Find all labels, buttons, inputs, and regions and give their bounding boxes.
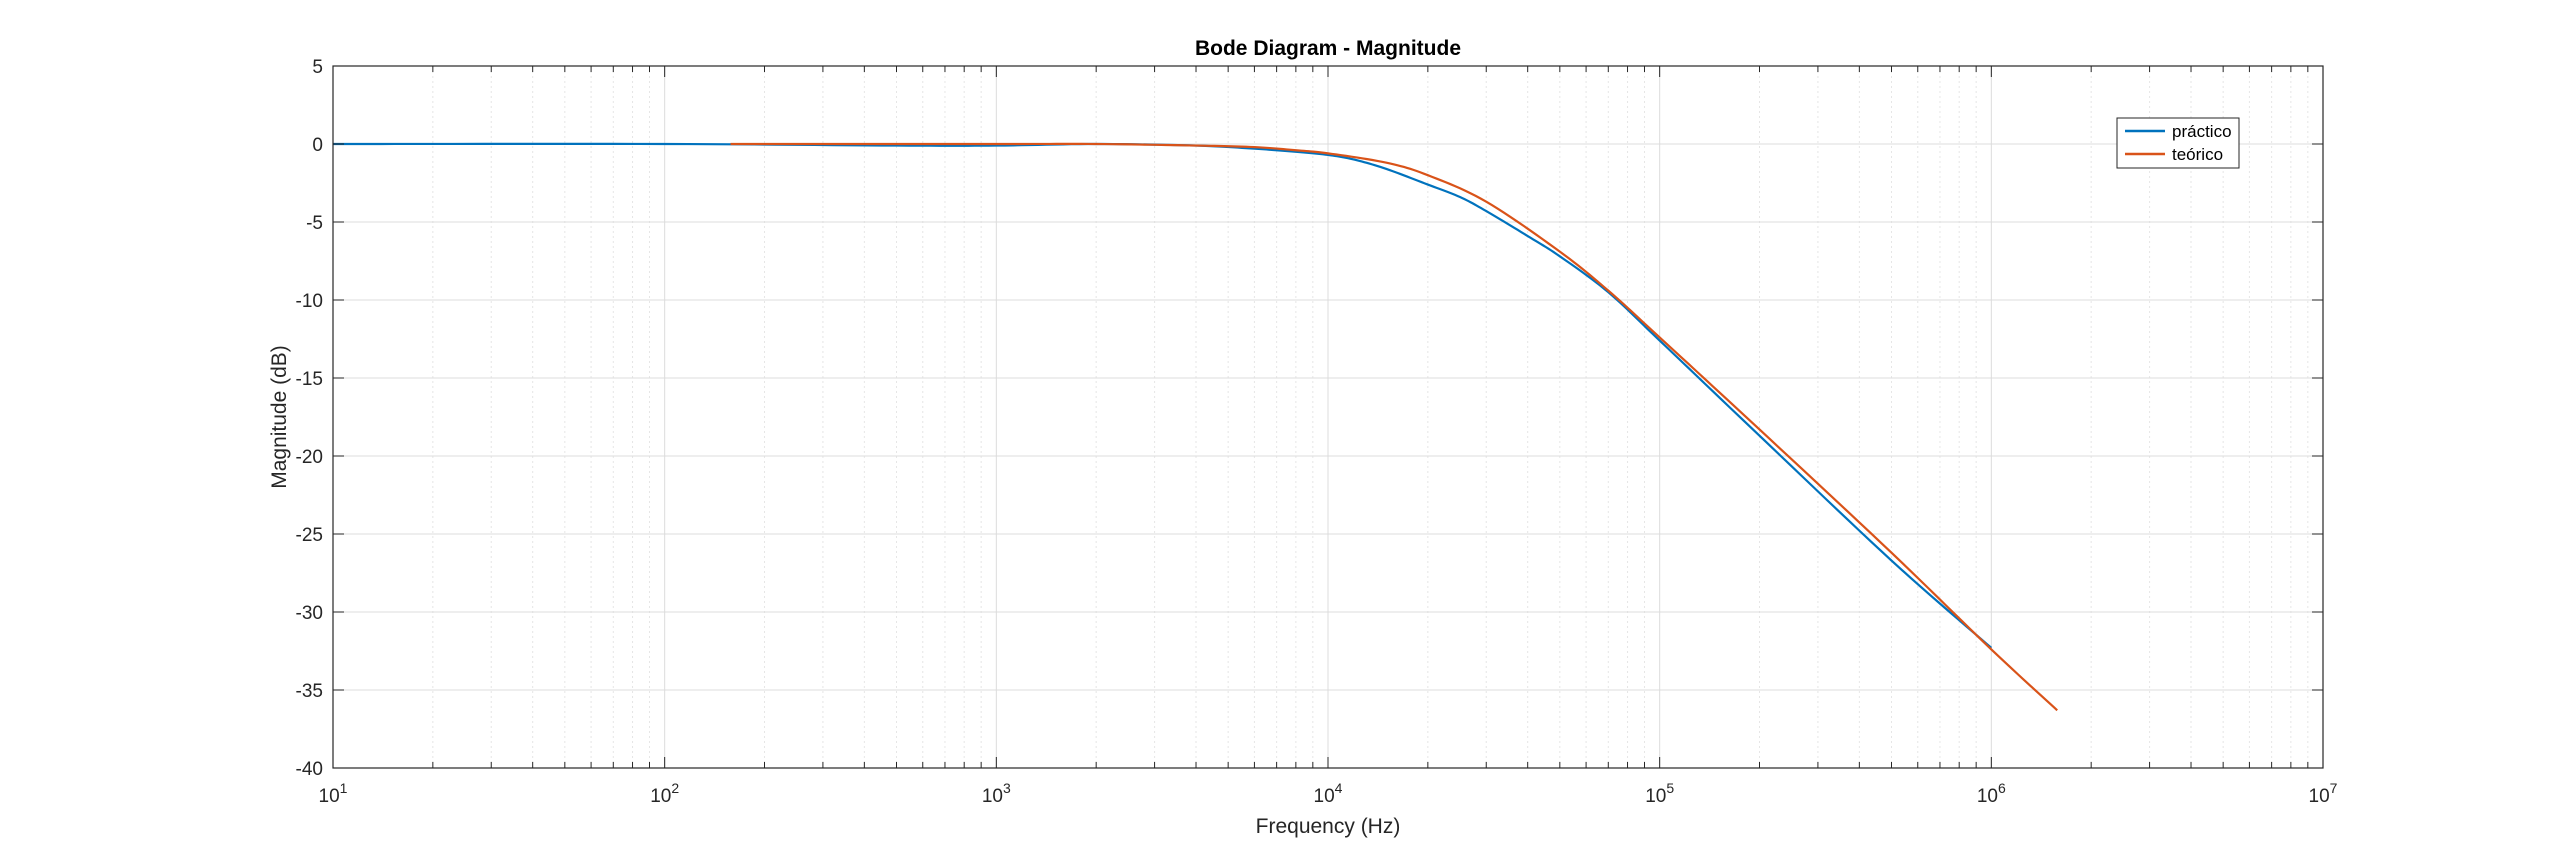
y-tick-label: -35 <box>296 681 323 702</box>
tick-marks <box>332 65 2324 769</box>
y-tick-label: -10 <box>296 291 323 312</box>
y-tick-labels: 5 0 -5 -10 -15 -20 -25 -30 -35 -40 <box>296 57 323 780</box>
x-tick-labels: 101 102 103 104 105 106 107 <box>319 780 2338 807</box>
y-tick-label: -25 <box>296 525 323 546</box>
x-tick-label: 107 <box>2309 780 2338 807</box>
x-tick-label: 101 <box>319 780 348 807</box>
x-tick-label: 105 <box>1645 780 1674 807</box>
x-axis-title: Frequency (Hz) <box>1256 815 1401 838</box>
y-tick-label: -20 <box>296 447 323 468</box>
chart-title: Bode Diagram - Magnitude <box>1195 37 1461 60</box>
legend: práctico teórico <box>2116 117 2240 169</box>
y-tick-label: -30 <box>296 603 323 624</box>
legend-box <box>2116 117 2240 169</box>
y-tick-label: -15 <box>296 369 323 390</box>
y-tick-label: -40 <box>296 759 323 780</box>
minor-grid <box>432 66 2309 768</box>
y-tick-label: -5 <box>306 213 323 234</box>
y-axis-title: Magnitude (dB) <box>268 345 291 489</box>
series-line-teorico <box>730 142 2058 712</box>
x-tick-label: 104 <box>1314 780 1343 807</box>
legend-label-practico: práctico <box>2172 122 2232 141</box>
y-tick-label: 5 <box>312 57 323 78</box>
series-layer <box>333 142 2058 712</box>
x-tick-label: 102 <box>650 780 679 807</box>
x-tick-label: 106 <box>1977 780 2006 807</box>
x-tick-label: 103 <box>982 780 1011 807</box>
y-tick-label: 0 <box>312 135 323 156</box>
legend-label-teorico: teórico <box>2172 145 2223 164</box>
